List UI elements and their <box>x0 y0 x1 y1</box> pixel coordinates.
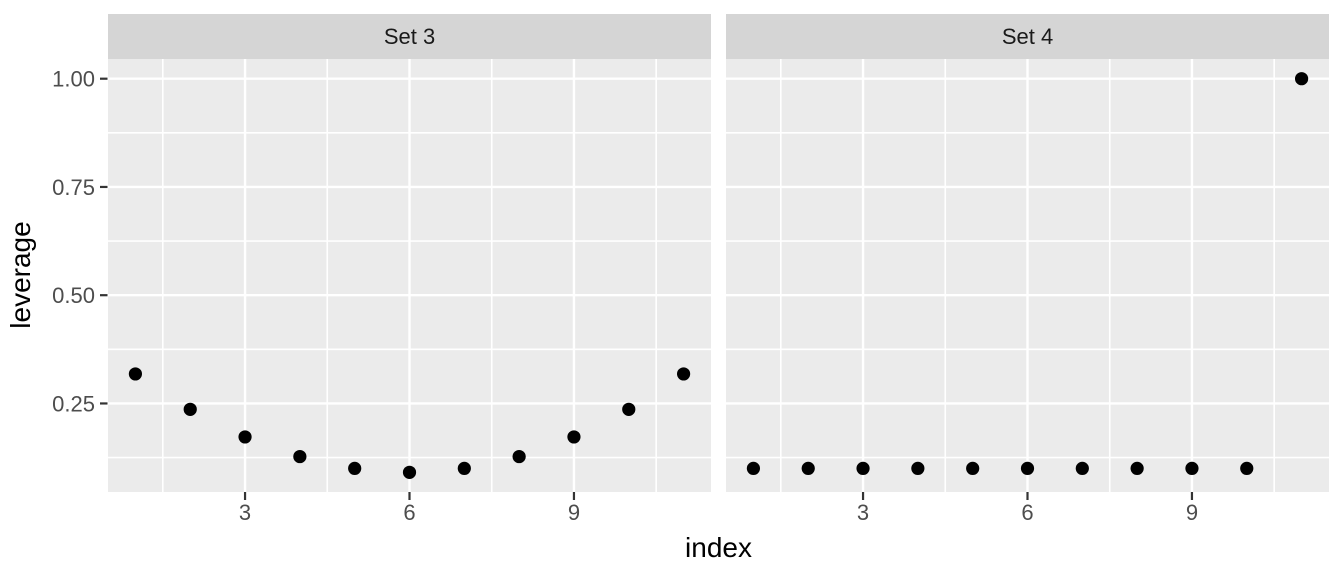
x-tick-label: 3 <box>857 500 869 525</box>
data-point <box>1020 461 1035 476</box>
data-point <box>293 449 307 464</box>
data-point <box>402 465 417 479</box>
x-tick-label: 6 <box>403 500 415 525</box>
x-tick-label: 9 <box>1186 500 1198 525</box>
data-point <box>746 461 761 476</box>
data-point <box>676 367 691 381</box>
data-point <box>1294 72 1309 86</box>
y-axis-title: leverage <box>5 221 36 329</box>
data-point <box>911 461 925 476</box>
facet-strip-set-3: Set 3 <box>108 14 711 59</box>
x-tick-label: 3 <box>239 500 251 525</box>
data-point <box>1130 461 1144 476</box>
y-tick-label: 0.75 <box>52 175 95 200</box>
data-point <box>348 461 362 476</box>
data-point <box>1075 461 1089 476</box>
data-point <box>512 449 526 464</box>
data-point <box>1185 461 1199 476</box>
y-tick-label: 0.25 <box>52 391 95 416</box>
data-point <box>567 430 581 444</box>
x-tick-label: 6 <box>1021 500 1033 525</box>
y-tick-label: 0.50 <box>52 283 95 308</box>
y-tick-label: 1.00 <box>52 67 95 92</box>
data-point <box>801 461 815 476</box>
data-point <box>622 402 636 416</box>
x-axis-title: index <box>685 532 752 563</box>
data-point <box>457 461 471 476</box>
data-point <box>966 461 980 476</box>
x-tick-label: 9 <box>568 500 580 525</box>
data-point <box>128 367 143 381</box>
data-point <box>856 461 870 476</box>
facet-strip-label: Set 4 <box>1001 23 1054 49</box>
data-point <box>238 430 252 444</box>
facet-strip-label: Set 3 <box>383 23 436 49</box>
facet-strip-set-4: Set 4 <box>726 14 1329 59</box>
data-point <box>1240 461 1254 476</box>
data-point <box>183 402 197 416</box>
